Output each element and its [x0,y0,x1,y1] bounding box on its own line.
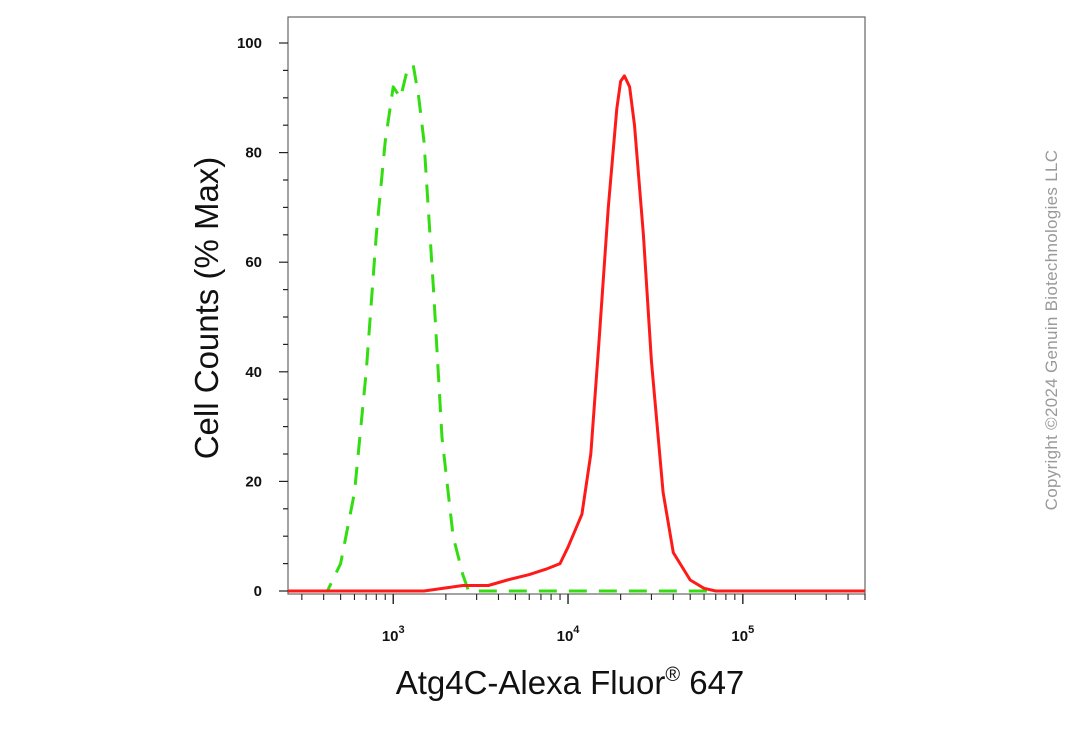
x-axis-title-registered-mark: ® [665,664,680,686]
series-layer [288,63,865,593]
x-axis-title: Atg4C-Alexa Fluor® 647 [396,664,745,701]
x-tick-label-base: 10 [557,628,574,645]
copyright-watermark: Copyright ©2024 Genuin Biotechnologies L… [1042,149,1061,511]
x-tick-label: 104 [557,624,581,645]
y-tick-label: 0 [254,583,262,600]
control-histogram-line [288,63,865,593]
y-tick-label: 60 [245,254,262,271]
x-tick-label-exponent: 3 [399,624,405,636]
x-tick-label-exponent: 5 [748,624,754,636]
x-axis: 103 104 105 [301,594,866,645]
x-tick-label: 103 [382,624,405,645]
x-axis-title-suffix: 647 [680,664,744,701]
x-tick-label-base: 10 [382,628,399,645]
y-tick-label: 80 [245,145,262,162]
x-tick-label-base: 10 [731,628,748,645]
x-tick-label: 105 [731,624,754,645]
x-tick-label-exponent: 4 [573,624,580,636]
y-tick-label: 40 [245,364,262,381]
sample-histogram-line [288,74,865,593]
y-axis-title: Cell Counts (% Max) [188,157,225,460]
y-axis: 0 20 40 60 80 100 [237,35,288,600]
plot-frame [287,16,866,595]
y-tick-label: 100 [237,35,262,52]
y-tick-label: 20 [245,473,262,490]
